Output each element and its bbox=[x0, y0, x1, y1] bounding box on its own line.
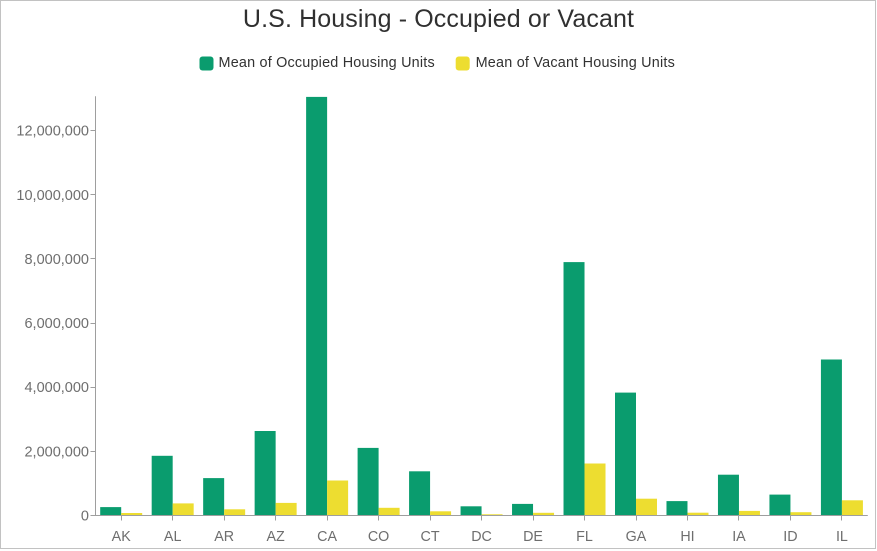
svg-text:2,000,000: 2,000,000 bbox=[24, 444, 89, 460]
svg-text:8,000,000: 8,000,000 bbox=[24, 252, 89, 268]
svg-text:AR: AR bbox=[214, 529, 234, 545]
svg-text:Mean of Vacant Housing Units: Mean of Vacant Housing Units bbox=[476, 55, 675, 71]
svg-text:DC: DC bbox=[471, 529, 492, 545]
svg-text:CA: CA bbox=[317, 529, 337, 545]
svg-text:IA: IA bbox=[732, 529, 746, 545]
svg-text:AZ: AZ bbox=[266, 529, 285, 545]
svg-text:0: 0 bbox=[81, 509, 89, 525]
svg-text:CT: CT bbox=[421, 529, 440, 545]
svg-text:12,000,000: 12,000,000 bbox=[16, 124, 89, 140]
svg-text:Mean of Occupied Housing Units: Mean of Occupied Housing Units bbox=[219, 55, 435, 71]
svg-text:GA: GA bbox=[626, 529, 647, 545]
svg-text:ID: ID bbox=[783, 529, 797, 545]
svg-text:AL: AL bbox=[164, 529, 182, 545]
svg-text:IL: IL bbox=[836, 529, 848, 545]
svg-text:AK: AK bbox=[112, 529, 132, 545]
svg-text:10,000,000: 10,000,000 bbox=[16, 188, 89, 204]
svg-text:HI: HI bbox=[680, 529, 694, 545]
svg-text:FL: FL bbox=[576, 529, 593, 545]
svg-text:4,000,000: 4,000,000 bbox=[24, 380, 89, 396]
svg-text:U.S. Housing - Occupied or Vac: U.S. Housing - Occupied or Vacant bbox=[243, 5, 634, 33]
svg-text:6,000,000: 6,000,000 bbox=[24, 316, 89, 332]
svg-text:CO: CO bbox=[368, 529, 389, 545]
svg-text:DE: DE bbox=[523, 529, 543, 545]
